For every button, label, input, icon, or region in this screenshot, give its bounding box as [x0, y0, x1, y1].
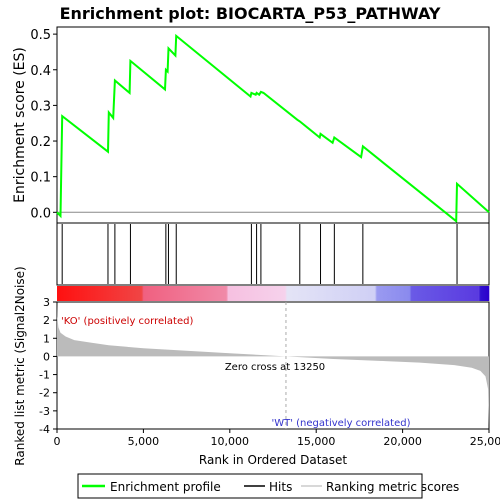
colorbar-segment: [228, 286, 285, 301]
zero-cross-label: Zero cross at 13250: [225, 362, 325, 373]
legend-enrichment-label: Enrichment profile: [110, 480, 221, 494]
colorbar-segment: [410, 286, 412, 301]
ranked-y-tick-label: 1: [43, 332, 50, 345]
es-y-tick-label: 0.4: [30, 64, 51, 79]
colorbar-segment: [226, 286, 228, 301]
ranked-y-tick-label: -2: [39, 387, 50, 400]
ranked-y-tick-label: 0: [43, 350, 50, 363]
ranked-y-tick-label: -1: [39, 369, 50, 382]
colorbar-segment: [287, 286, 375, 301]
es-y-tick-label: 0.5: [30, 28, 51, 43]
colorbar-segment: [480, 286, 489, 301]
legend-hits-label: Hits: [269, 480, 292, 494]
es-y-axis: 0.0 0.1 0.2 0.3 0.4 0.5: [30, 28, 57, 221]
hits-panel-frame: [57, 223, 489, 285]
chart-title: Enrichment plot: BIOCARTA_P53_PATHWAY: [60, 4, 441, 23]
x-tick-label: 15,000: [297, 435, 336, 448]
x-tick-label: 25,000: [470, 435, 500, 448]
ranked-y-tick-label: -4: [39, 423, 50, 436]
ranked-y-tick-label: 2: [43, 314, 50, 327]
x-tick-label: 20,000: [383, 435, 422, 448]
colorbar-segment: [411, 286, 479, 301]
x-tick-label: 10,000: [211, 435, 250, 448]
x-tick-label: 5,000: [128, 435, 160, 448]
ranked-y-axis-label: Ranked list metric (Signal2Noise): [13, 266, 27, 465]
colorbar-segment: [57, 286, 142, 301]
ranked-y-tick-label: -3: [39, 405, 50, 418]
x-tick-label: 0: [54, 435, 61, 448]
x-axis-label: Rank in Ordered Dataset: [199, 453, 347, 467]
colorbar-segment: [375, 286, 377, 301]
es-y-tick-label: 0.0: [30, 206, 51, 221]
colorbar-segment: [479, 286, 481, 301]
ranked-y-tick-label: 3: [43, 296, 50, 309]
ranked-y-axis: 3 2 1 0 -1 -2 -3 -4: [39, 296, 57, 436]
colorbar-segment: [143, 286, 226, 301]
ranked-list-colorbar: [57, 286, 489, 301]
colorbar-segment: [285, 286, 287, 301]
es-y-tick-label: 0.3: [30, 99, 51, 114]
colorbar-segment: [142, 286, 144, 301]
es-panel-frame: [57, 27, 489, 223]
legend-ranking-label: Ranking metric scores: [326, 480, 459, 494]
es-y-tick-label: 0.2: [30, 135, 51, 150]
ranked-x-axis: 0 5,000 10,000 15,000 20,000 25,000: [54, 429, 500, 448]
es-y-axis-label: Enrichment score (ES): [12, 47, 28, 203]
es-y-tick-label: 0.1: [30, 171, 51, 186]
colorbar-segment: [377, 286, 410, 301]
negative-correlation-label: 'WT' (negatively correlated): [271, 418, 410, 429]
positive-correlation-label: 'KO' (positively correlated): [61, 316, 193, 327]
